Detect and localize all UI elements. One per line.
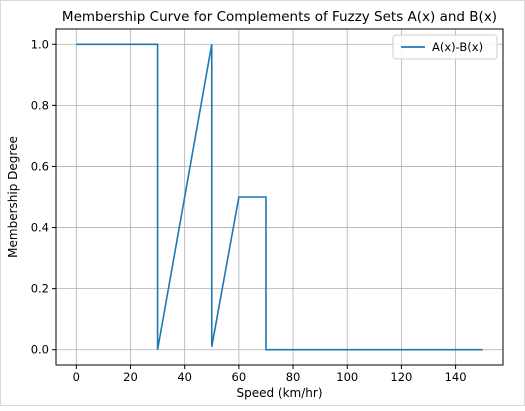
y-tick-label: 0.4 bbox=[31, 221, 49, 235]
series-line-0 bbox=[76, 44, 482, 349]
plot-layer bbox=[76, 44, 482, 349]
grid-layer bbox=[56, 29, 503, 365]
x-tick-label: 40 bbox=[177, 370, 192, 384]
x-axis-label: Speed (km/hr) bbox=[236, 386, 322, 400]
x-tick-label: 0 bbox=[73, 370, 80, 384]
x-tick-label: 120 bbox=[390, 370, 412, 384]
x-tick-label: 80 bbox=[286, 370, 301, 384]
y-tick-label: 1.0 bbox=[31, 37, 49, 51]
legend-label: A(x)-B(x) bbox=[432, 40, 483, 54]
x-tick-label: 100 bbox=[336, 370, 358, 384]
y-tick-label: 0.0 bbox=[31, 343, 49, 357]
y-tick-label: 0.6 bbox=[31, 159, 49, 173]
x-tick-label: 20 bbox=[123, 370, 138, 384]
y-axis-label: Membership Degree bbox=[6, 136, 20, 258]
axes-frame bbox=[56, 29, 503, 365]
y-tick-label: 0.8 bbox=[31, 98, 49, 112]
chart-title: Membership Curve for Complements of Fuzz… bbox=[62, 9, 497, 25]
x-tick-label: 60 bbox=[232, 370, 247, 384]
y-tick-label: 0.2 bbox=[31, 282, 49, 296]
legend: A(x)-B(x) bbox=[393, 35, 497, 59]
x-tick-label: 140 bbox=[445, 370, 467, 384]
